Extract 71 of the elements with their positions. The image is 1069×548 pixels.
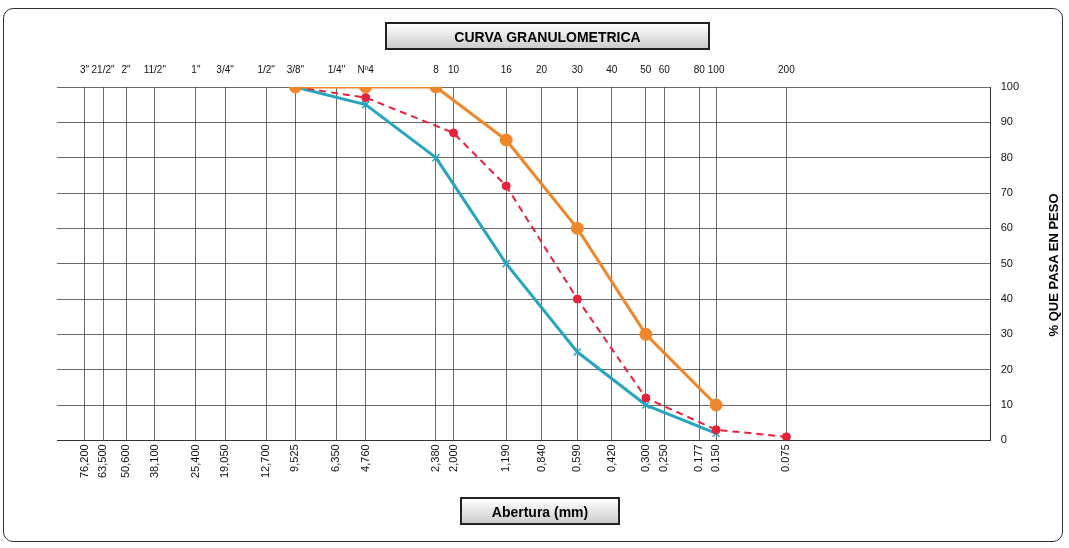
point [501, 181, 511, 191]
x-tick-label: 2,380 [428, 444, 441, 472]
x-tick-label: 6,350 [329, 444, 342, 472]
x-tick-label: 0,300 [638, 444, 651, 472]
y-tick-label: 80 [1000, 150, 1013, 163]
text: 8 [433, 63, 440, 75]
text: 80 [693, 63, 706, 75]
x-tick-label: 12,700 [259, 444, 272, 479]
x-tick-label: 63,500 [96, 444, 109, 479]
text: 60 [658, 63, 671, 75]
x-tick-label: 50,600 [119, 444, 132, 479]
point [570, 221, 584, 235]
x-tick-label: 0.075 [779, 444, 792, 472]
y-tick-label: 100 [1000, 80, 1020, 93]
point [572, 294, 582, 304]
x-axis-title: Abertura (mm) [460, 497, 620, 525]
text: 1/4" [327, 63, 346, 75]
text: 16 [500, 63, 513, 75]
y-tick-label: 70 [1000, 186, 1013, 199]
text: 21/2" [91, 63, 115, 75]
y-tick-label: 10 [1000, 398, 1013, 411]
x-tick-label: 0,590 [570, 444, 583, 472]
x-tick-label: 0,420 [604, 444, 617, 472]
point [709, 398, 723, 412]
x-tick-label: 4,760 [358, 444, 371, 472]
text: Nº4 [357, 63, 375, 75]
point [361, 100, 370, 109]
text: 100 [707, 63, 725, 75]
point [641, 393, 651, 403]
x-tick-label: 0,250 [657, 444, 670, 472]
y-tick-label: 50 [1000, 256, 1013, 269]
text: 3/4" [216, 63, 235, 75]
point [361, 93, 371, 103]
text: 50 [640, 63, 652, 75]
x-tick-label: 1,190 [499, 444, 512, 472]
text: 11/2" [143, 63, 167, 75]
y-tick-label: 30 [1000, 327, 1013, 340]
point [431, 153, 441, 162]
point [499, 133, 513, 147]
x-tick-label: 25,400 [188, 444, 201, 479]
point [641, 400, 651, 410]
y-tick-label: 60 [1000, 221, 1013, 234]
x-tick-label: 0,840 [534, 444, 547, 472]
x-tick-label: 0.150 [709, 444, 722, 472]
y-tick-label: 20 [1000, 362, 1013, 375]
text: 20 [535, 63, 548, 75]
text: 10 [448, 63, 460, 75]
text: 30 [571, 63, 584, 75]
text: 40 [606, 63, 618, 75]
y-tick-label: 0 [1000, 433, 1007, 446]
x-tick-label: 9,525 [288, 444, 301, 472]
point [639, 327, 653, 341]
y-tick-label: 40 [1000, 292, 1013, 305]
text: 200 [778, 63, 796, 75]
x-tick-label: 19,050 [218, 444, 231, 479]
x-tick-label: 38,100 [147, 444, 160, 479]
chart-title: CURVA GRANULOMETRICA [385, 22, 710, 50]
text: 2" [121, 63, 132, 75]
point [711, 425, 721, 435]
x-tick-label: 2,000 [446, 444, 459, 472]
x-tick-label: 0.177 [692, 444, 705, 472]
text: 1" [191, 63, 201, 75]
point [781, 432, 791, 441]
text: 1/2" [257, 63, 276, 75]
point [573, 347, 582, 357]
x-tick-label: 76,200 [77, 444, 90, 479]
text: 3" [79, 63, 90, 75]
y-axis-title: % QUE PASA EN PESO [1045, 193, 1061, 337]
y-tick-label: 90 [1000, 115, 1013, 128]
text: 3/8" [286, 63, 305, 75]
point [501, 259, 511, 268]
